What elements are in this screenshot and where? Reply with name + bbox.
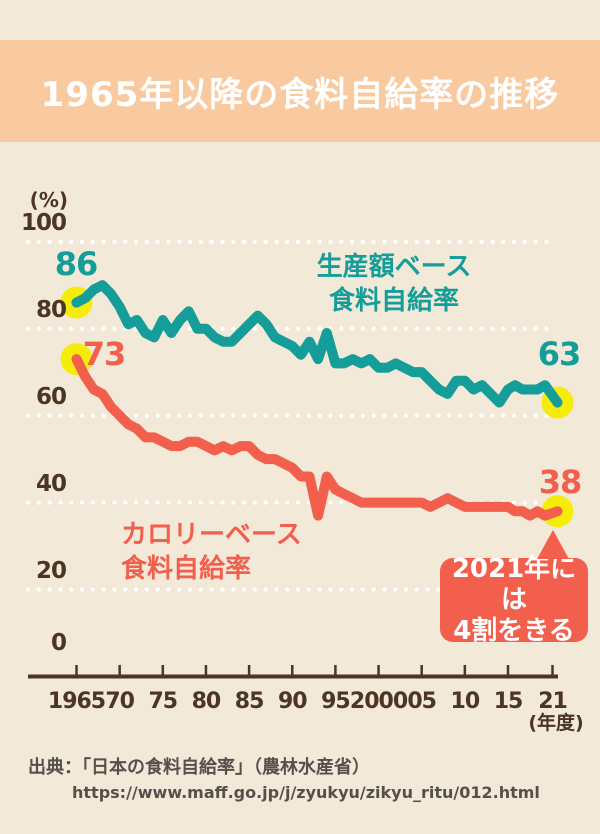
data-label-production-2021: 63 bbox=[537, 335, 582, 373]
legend-production-value-series: 生産額ベース 食料自給率 bbox=[317, 250, 472, 318]
legend-production-line1: 生産額ベース bbox=[316, 252, 472, 282]
legend-production-line2: 食料自給率 bbox=[328, 286, 460, 316]
x-axis-unit-label: (年度) bbox=[528, 712, 584, 734]
legend-calorie-line1: カロリーベース bbox=[121, 520, 302, 550]
data-label-calorie-1965: 73 bbox=[82, 335, 127, 373]
data-label-production-1965: 86 bbox=[54, 245, 99, 283]
x-axis-tick-label-1990: 90 bbox=[277, 689, 308, 714]
y-axis-tick-label-100: 100 bbox=[20, 209, 67, 236]
source-url: https://www.maff.go.jp/j/zyukyu/zikyu_ri… bbox=[72, 783, 540, 802]
callout-bubble-2021: 2021年には 4割をきる bbox=[440, 530, 588, 646]
x-axis-tick-label-2005: 05 bbox=[407, 689, 437, 714]
y-axis-tick-label-40: 40 bbox=[35, 470, 67, 497]
x-axis-tick-label-1975: 75 bbox=[148, 689, 178, 714]
callout-line1: 2021年には bbox=[451, 553, 577, 615]
x-axis-tick-label-1965: 1965 bbox=[47, 689, 106, 714]
y-axis-tick-label-0: 0 bbox=[50, 630, 67, 656]
y-axis-tick-label-60: 60 bbox=[35, 383, 67, 410]
x-axis-tick-label-1970: 70 bbox=[105, 689, 135, 714]
series-line-teal bbox=[71, 280, 563, 408]
source-citation: 出典：「日本の食料自給率」（農林水産省） https://www.maff.go… bbox=[28, 755, 540, 805]
legend-calorie-line2: 食料自給率 bbox=[121, 554, 252, 584]
x-axis-tick-label-2010: 10 bbox=[450, 689, 481, 714]
source-text: 出典：「日本の食料自給率」（農林水産省） bbox=[28, 757, 370, 778]
page-title: 1965年以降の食料自給率の推移 bbox=[40, 74, 560, 115]
series-line-red bbox=[71, 354, 563, 521]
data-label-calorie-2021: 38 bbox=[538, 463, 583, 501]
x-axis-tick-label-1985: 85 bbox=[234, 689, 265, 714]
x-axis-tick-label-1995: 95 bbox=[321, 689, 351, 714]
y-axis-tick-label-20: 20 bbox=[35, 557, 67, 584]
legend-calorie-series: カロリーベース 食料自給率 bbox=[121, 518, 302, 586]
x-axis-tick-label-2021: 21 bbox=[538, 689, 568, 714]
title-band: 1965年以降の食料自給率の推移 bbox=[0, 40, 600, 142]
x-axis-tick-label-2015: 15 bbox=[493, 689, 524, 714]
callout-line2: 4割をきる bbox=[453, 615, 575, 646]
y-axis-tick-label-80: 80 bbox=[35, 296, 67, 323]
x-axis-tick-label-2000: 2000 bbox=[349, 689, 408, 714]
x-axis-tick-label-1980: 80 bbox=[191, 689, 222, 714]
y-axis-unit-label: (%) bbox=[29, 188, 68, 212]
